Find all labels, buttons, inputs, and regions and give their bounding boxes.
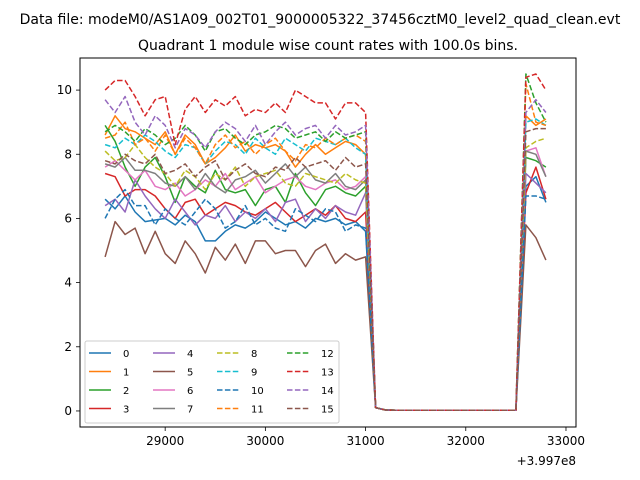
legend-label-13: 13 xyxy=(321,368,334,379)
plot-lines xyxy=(104,73,547,412)
chart-title: Quadrant 1 module wise count rates with … xyxy=(138,38,518,54)
chart-suptitle: Data file: modeM0/AS1A09_002T01_90000053… xyxy=(20,12,621,28)
legend-box xyxy=(84,340,340,424)
legend-label-3: 3 xyxy=(123,405,129,416)
y-tick-label: 6 xyxy=(64,211,72,225)
legend-label-10: 10 xyxy=(251,386,264,397)
legend-label-11: 11 xyxy=(251,405,264,416)
y-tick-label: 0 xyxy=(64,404,72,418)
legend-label-14: 14 xyxy=(321,386,334,397)
y-tick-label: 4 xyxy=(64,276,72,290)
legend-label-0: 0 xyxy=(123,349,129,360)
legend-label-8: 8 xyxy=(251,349,257,360)
legend-label-7: 7 xyxy=(187,405,193,416)
x-tick-label: 32000 xyxy=(447,434,485,448)
series-line-15 xyxy=(104,127,546,412)
x-axis: 29000 30000 31000 32000 33000 xyxy=(146,427,585,448)
axes-frame xyxy=(79,57,577,428)
y-tick-label: 2 xyxy=(64,340,72,354)
legend-label-4: 4 xyxy=(187,349,193,360)
legend-label-6: 6 xyxy=(187,386,193,397)
x-tick-label: 30000 xyxy=(246,434,284,448)
x-tick-label: 31000 xyxy=(346,434,384,448)
x-offset-text: +3.997e8 xyxy=(517,454,576,468)
y-tick-label: 10 xyxy=(57,83,72,97)
legend-label-1: 1 xyxy=(123,368,129,379)
legend-label-15: 15 xyxy=(321,405,334,416)
y-tick-label: 8 xyxy=(64,147,72,161)
legend-label-2: 2 xyxy=(123,386,129,397)
x-tick-label: 29000 xyxy=(146,434,184,448)
legend-label-5: 5 xyxy=(187,368,193,379)
x-tick-label: 33000 xyxy=(547,434,585,448)
y-axis: 0 2 4 6 8 10 xyxy=(57,83,80,418)
legend-label-12: 12 xyxy=(321,349,334,360)
legend-label-9: 9 xyxy=(251,368,257,379)
